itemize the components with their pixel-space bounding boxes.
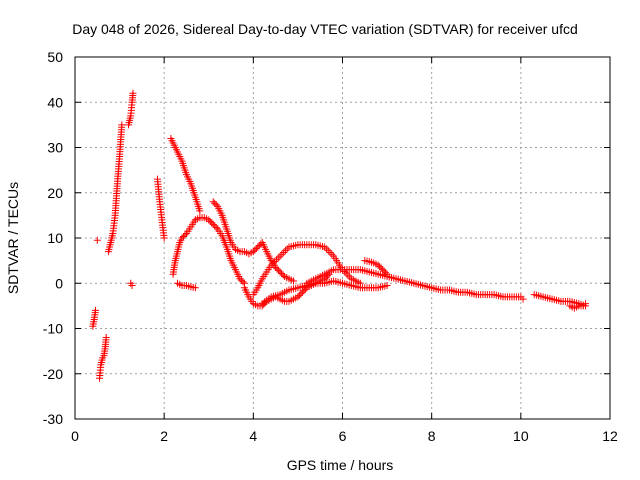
data-point	[178, 234, 186, 242]
data-point	[211, 222, 219, 230]
data-point	[322, 273, 330, 281]
data-point	[379, 266, 387, 274]
data-point	[326, 248, 334, 256]
data-point	[278, 250, 286, 258]
axis-ticks	[74, 56, 611, 420]
data-point	[102, 334, 110, 342]
x-tick-label: 4	[249, 428, 257, 444]
data-point	[206, 217, 214, 225]
data-point	[383, 282, 391, 290]
data-point	[252, 245, 260, 253]
grid-lines	[75, 57, 610, 419]
data-point	[129, 89, 137, 97]
data-point	[342, 269, 350, 277]
data-points	[89, 89, 589, 382]
x-tick-label: 2	[160, 428, 168, 444]
data-point	[278, 269, 286, 277]
x-tick-label: 6	[339, 428, 347, 444]
data-point	[179, 232, 187, 240]
data-point	[581, 300, 589, 308]
data-point	[321, 243, 329, 251]
data-point	[297, 290, 305, 298]
y-tick-label: 10	[47, 230, 63, 246]
data-point	[272, 263, 280, 271]
data-point	[205, 216, 213, 224]
x-tick-label: 10	[513, 428, 529, 444]
data-point	[280, 248, 288, 256]
data-point	[92, 306, 100, 314]
data-point	[279, 271, 287, 279]
data-point	[276, 268, 284, 276]
data-point	[382, 269, 390, 277]
data-point	[377, 264, 385, 272]
x-tick-labels: 0 2 4 6 8 10 12	[71, 428, 618, 444]
x-tick-label: 8	[428, 428, 436, 444]
data-point	[376, 263, 384, 271]
data-point	[236, 275, 244, 283]
data-point	[300, 287, 308, 295]
data-point	[267, 261, 275, 269]
data-point	[181, 231, 189, 239]
data-point	[274, 254, 282, 262]
y-tick-label: 20	[47, 185, 63, 201]
y-axis-label: SDTVAR / TECUs	[5, 182, 21, 294]
data-point	[344, 271, 352, 279]
data-point	[251, 246, 259, 254]
data-point	[324, 247, 332, 255]
data-point	[212, 201, 220, 209]
x-axis-label: GPS time / hours	[287, 457, 394, 473]
y-tick-labels: -30 -20 -10 0 10 20 30 40 50	[43, 49, 63, 427]
data-point	[209, 198, 217, 206]
data-point	[208, 219, 216, 227]
data-point	[239, 278, 247, 286]
y-tick-label: -10	[43, 321, 63, 337]
data-point	[271, 258, 279, 266]
y-tick-label: -30	[43, 411, 63, 427]
data-point	[276, 252, 284, 260]
y-tick-label: 50	[47, 49, 63, 65]
data-point	[346, 273, 354, 281]
data-point	[328, 250, 336, 258]
data-point	[275, 266, 283, 274]
x-tick-label: 0	[71, 428, 79, 444]
data-point	[128, 282, 136, 290]
y-tick-label: -20	[43, 366, 63, 382]
data-point	[255, 242, 263, 250]
data-point	[273, 256, 281, 264]
data-point	[212, 223, 220, 231]
data-point	[254, 243, 262, 251]
data-point	[283, 245, 291, 253]
data-point	[93, 236, 101, 244]
data-point	[374, 261, 382, 269]
data-point	[519, 295, 527, 303]
data-point	[118, 121, 126, 129]
data-point	[383, 270, 391, 278]
data-point	[294, 293, 302, 301]
y-tick-label: 40	[47, 94, 63, 110]
data-point	[269, 259, 277, 267]
y-tick-label: 0	[55, 275, 63, 291]
data-point	[322, 245, 330, 253]
data-point	[289, 277, 297, 285]
data-point	[160, 234, 168, 242]
data-point	[209, 220, 217, 228]
data-point	[211, 199, 219, 207]
data-point	[281, 247, 289, 255]
data-point	[237, 276, 245, 284]
data-point	[295, 291, 303, 299]
data-point	[249, 248, 257, 256]
data-point	[196, 207, 204, 215]
data-point	[380, 267, 388, 275]
data-point	[273, 265, 281, 273]
x-tick-label: 12	[602, 428, 618, 444]
data-point	[191, 284, 199, 292]
chart-title: Day 048 of 2026, Sidereal Day-to-day VTE…	[72, 21, 578, 37]
y-tick-label: 30	[47, 140, 63, 156]
